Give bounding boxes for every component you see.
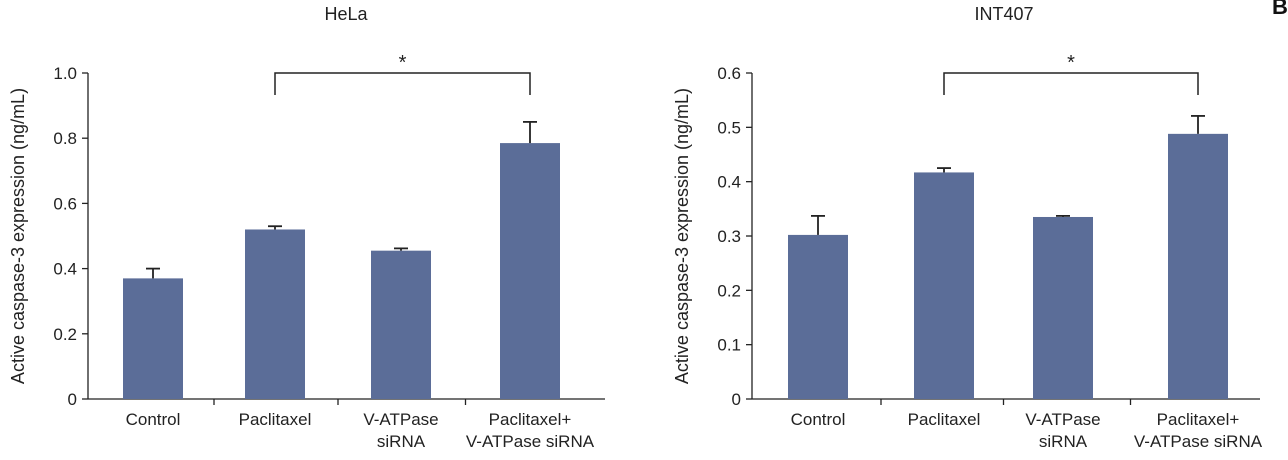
y-axis-label: Active caspase-3 expression (ng/mL) (672, 88, 692, 384)
chart-title: HeLa (324, 4, 368, 24)
y-tick-label: 0 (68, 390, 77, 409)
y-tick-label: 0.2 (717, 281, 741, 300)
y-tick-label: 0.8 (53, 129, 77, 148)
bar (788, 234, 848, 399)
y-tick-label: 0.4 (53, 260, 77, 279)
bar (1033, 216, 1093, 399)
chart-title: INT407 (974, 4, 1033, 24)
category-label: Control (126, 410, 181, 429)
category-label: V-ATPase (363, 410, 438, 429)
bar (914, 172, 974, 399)
category-label: siRNA (377, 432, 426, 451)
category-label: Paclitaxel+ (489, 410, 572, 429)
bar (1168, 133, 1228, 399)
y-tick-label: 0.3 (717, 227, 741, 246)
panel-letter: B (1272, 0, 1288, 19)
chart-panel-2: INT407 Active caspase-3 expression (ng/mL… (672, 4, 1263, 451)
y-tick-label: 0.4 (717, 173, 741, 192)
y-tick-label: 1.0 (53, 64, 77, 83)
category-label: V-ATPase siRNA (1134, 432, 1263, 451)
category-label: V-ATPase (1025, 410, 1100, 429)
bar (371, 250, 431, 399)
significance-bracket (274, 72, 531, 95)
category-label: Paclitaxel (239, 410, 312, 429)
category-label: V-ATPase siRNA (466, 432, 595, 451)
y-axis-label: Active caspase-3 expression (ng/mL) (8, 88, 28, 384)
category-label: Paclitaxel+ (1157, 410, 1240, 429)
y-tick-label: 0.6 (717, 64, 741, 83)
significance-bracket (943, 72, 1199, 95)
bar (500, 143, 560, 399)
significance-marker: * (399, 52, 407, 74)
category-label: siRNA (1039, 432, 1088, 451)
category-label: Paclitaxel (908, 410, 981, 429)
y-tick-label: 0.1 (717, 336, 741, 355)
y-tick-label: 0.5 (717, 118, 741, 137)
y-tick-label: 0.2 (53, 325, 77, 344)
y-tick-label: 0.6 (53, 194, 77, 213)
bar (245, 229, 305, 399)
significance-marker: * (1067, 52, 1075, 74)
category-label: Control (791, 410, 846, 429)
bar (123, 278, 183, 399)
y-tick-label: 0 (732, 390, 741, 409)
chart-panel-1: HeLa Active caspase-3 expression (ng/mL) 0… (8, 4, 605, 451)
